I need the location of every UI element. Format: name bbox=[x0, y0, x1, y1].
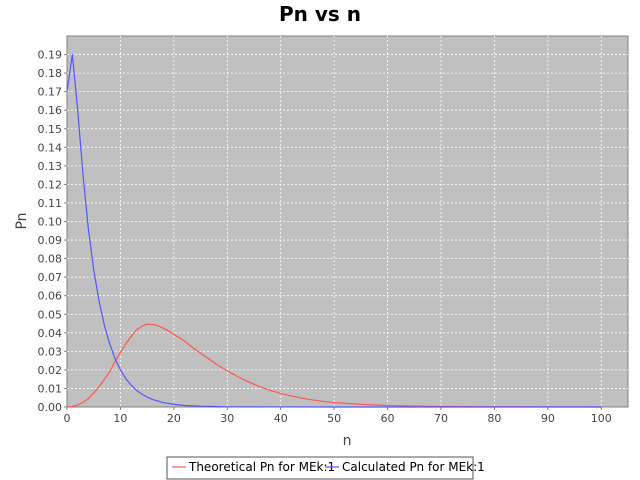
legend-box bbox=[166, 456, 474, 480]
x-tick-label: 0 bbox=[64, 412, 71, 425]
x-tick-label: 80 bbox=[487, 412, 501, 425]
y-tick-label: 0.00 bbox=[38, 401, 63, 414]
y-axis-label: Pn bbox=[14, 212, 30, 229]
y-tick-label: 0.12 bbox=[38, 178, 63, 191]
x-tick-label: 100 bbox=[591, 412, 612, 425]
axis-ticks: 0.00 0.01 0.02 0.03 0.04 0.05 0.06 0.07 0.08 0.09… bbox=[38, 49, 612, 425]
x-tick-label: 10 bbox=[113, 412, 127, 425]
x-tick-label: 90 bbox=[541, 412, 555, 425]
y-tick-label: 0.17 bbox=[38, 86, 63, 99]
y-tick-label: 0.04 bbox=[38, 327, 63, 340]
y-tick-label: 0.07 bbox=[38, 271, 63, 284]
series-layer bbox=[66, 53, 602, 408]
legend-label-calculated: Calculated Pn for MEk:1 bbox=[342, 460, 485, 474]
y-tick-label: 0.18 bbox=[38, 67, 63, 80]
y-tick-label: 0.19 bbox=[38, 49, 63, 62]
y-tick-label: 0.06 bbox=[38, 290, 63, 303]
y-tick-label: 0.14 bbox=[38, 141, 63, 154]
x-tick-label: 20 bbox=[167, 412, 181, 425]
legend: Theoretical Pn for MEk:1 Calculated Pn f… bbox=[166, 456, 485, 480]
legend-label-theoretical: Theoretical Pn for MEk:1 bbox=[188, 460, 335, 474]
y-tick-label: 0.01 bbox=[38, 382, 63, 395]
y-tick-label: 0.08 bbox=[38, 253, 63, 266]
y-tick-label: 0.13 bbox=[38, 160, 63, 173]
grid bbox=[67, 36, 628, 407]
chart-title: Pn vs n bbox=[279, 2, 361, 26]
series-line-theoretical bbox=[66, 323, 602, 408]
y-tick-label: 0.11 bbox=[38, 197, 63, 210]
x-tick-label: 70 bbox=[434, 412, 448, 425]
y-tick-label: 0.15 bbox=[38, 123, 63, 136]
x-tick-label: 40 bbox=[274, 412, 288, 425]
y-tick-label: 0.02 bbox=[38, 364, 63, 377]
x-tick-label: 60 bbox=[381, 412, 395, 425]
series-line-calculated bbox=[66, 53, 602, 408]
y-tick-label: 0.09 bbox=[38, 234, 63, 247]
y-tick-label: 0.03 bbox=[38, 345, 63, 358]
y-tick-label: 0.10 bbox=[38, 216, 63, 229]
x-tick-label: 30 bbox=[220, 412, 234, 425]
y-tick-label: 0.05 bbox=[38, 308, 63, 321]
x-tick-label: 50 bbox=[327, 412, 341, 425]
x-axis-label: n bbox=[343, 433, 352, 449]
y-tick-label: 0.16 bbox=[38, 104, 63, 117]
